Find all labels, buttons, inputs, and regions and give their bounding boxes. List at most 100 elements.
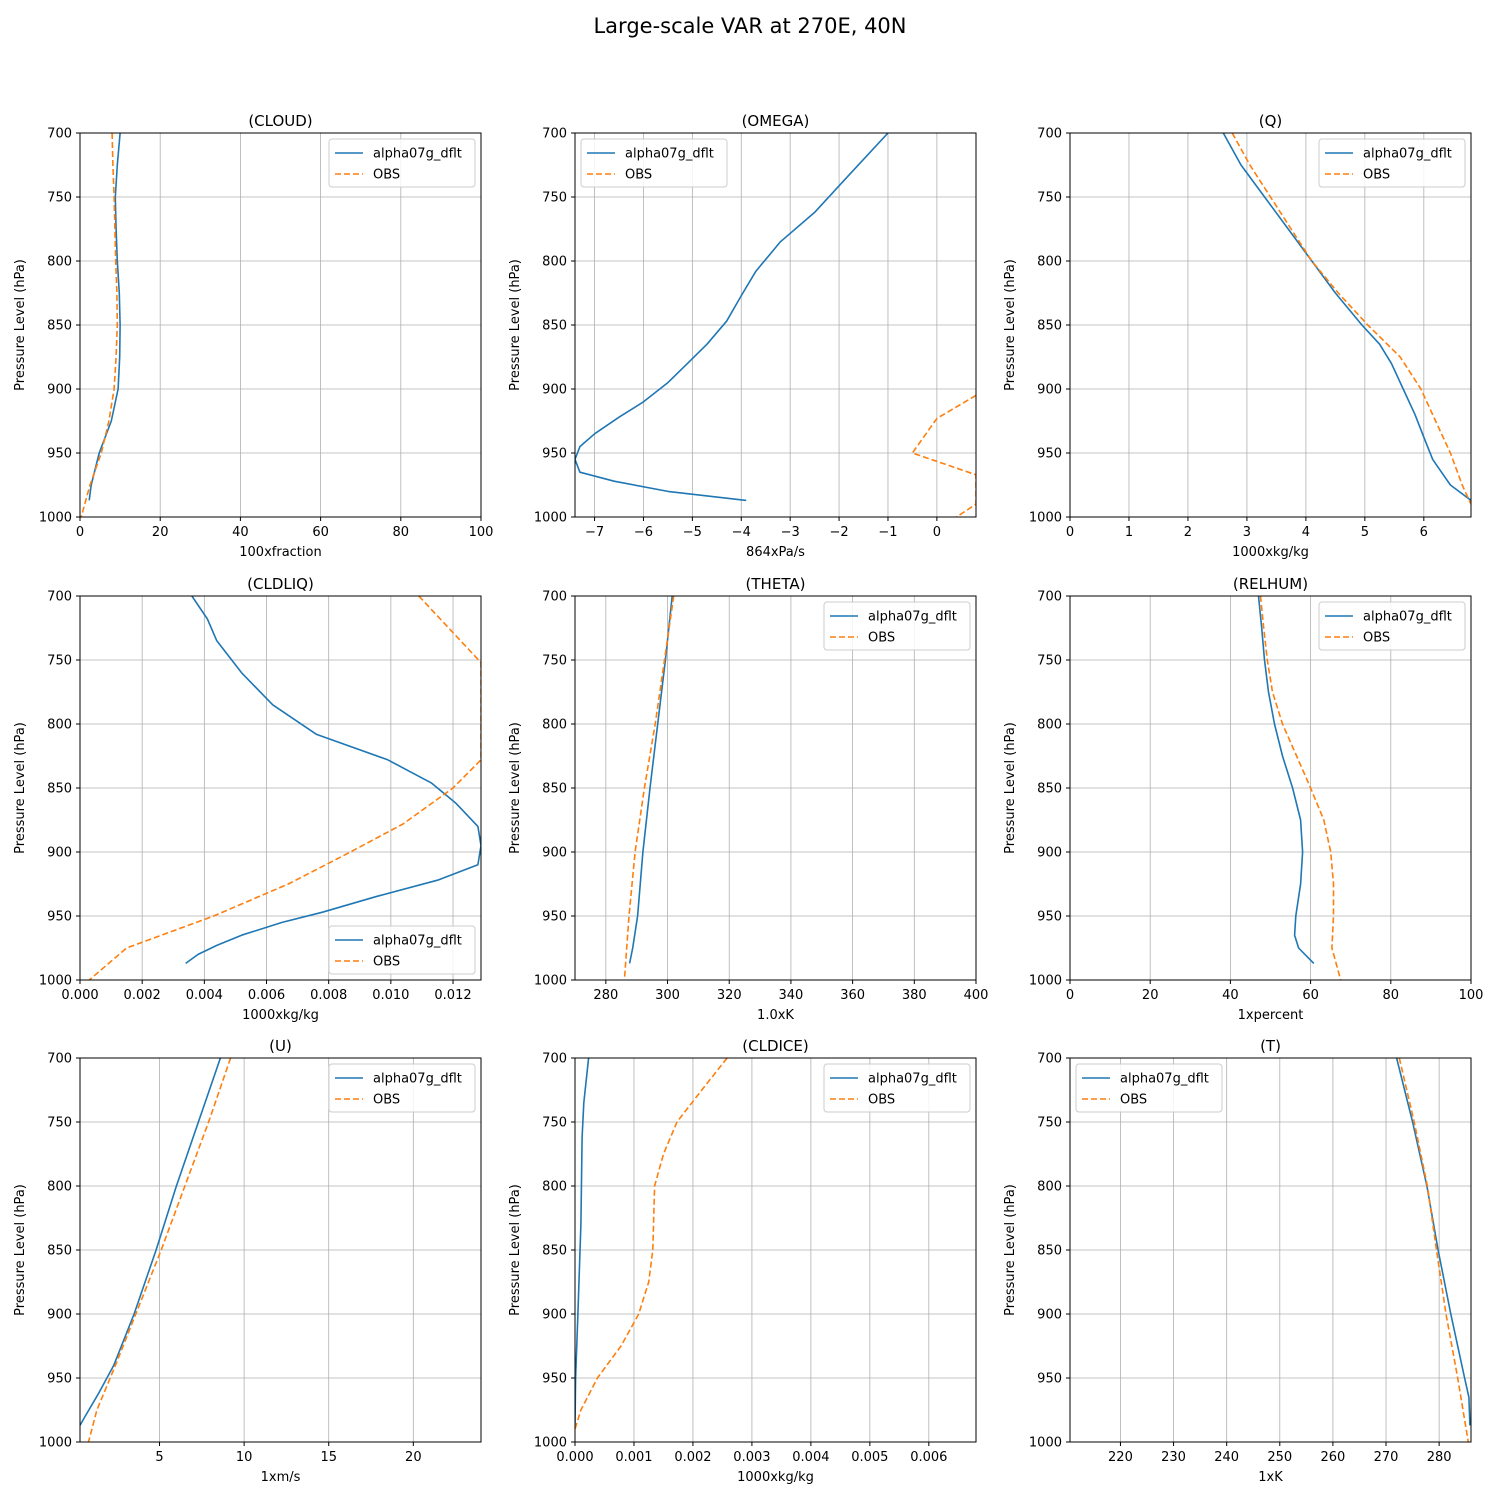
y-tick-label: 900 (1037, 846, 1062, 861)
x-tick-label: 0.006 (248, 988, 285, 1003)
obs-series-line (911, 394, 976, 517)
legend-box (328, 1063, 476, 1113)
y-tick-label: 950 (1037, 1372, 1062, 1387)
x-axis-label: 1000xkg/kg (737, 1470, 814, 1485)
subplot-q: 0 1 2 3 4 5 6 700 750 800 850 900 950 1000 (Q) 1000xkg/… (1003, 112, 1472, 560)
subplot-t: 220 230 240 250 260 270 280 700 750 800 850 900 950 1… (1003, 1037, 1472, 1485)
legend-entry: alpha07g_dflt (868, 1072, 957, 1087)
subplot-title: (T) (1260, 1037, 1281, 1055)
x-axis-label: 1xK (1258, 1470, 1283, 1485)
y-tick-label: 700 (47, 1052, 72, 1067)
x-tick-label: −6 (634, 525, 653, 540)
y-tick-label: 700 (1037, 1052, 1062, 1067)
legend-box (823, 1063, 971, 1113)
legend-entry: alpha07g_dflt (373, 934, 462, 949)
model-series-line (1257, 596, 1315, 964)
subplot-cloud: 0 20 40 60 80 100 700 750 800 850 900 950 1000 (CLOUD… (13, 112, 493, 560)
x-tick-label: 0.000 (61, 988, 98, 1003)
x-tick-label: 10 (236, 1450, 253, 1465)
y-axis-label: Pressure Level (hPa) (508, 259, 523, 391)
subplot-relhum: 0 20 40 60 80 100 700 750 800 850 900 950 1000 (RELHU… (1003, 575, 1483, 1023)
model-series-line (185, 596, 481, 965)
y-tick-label: 1000 (39, 974, 72, 989)
x-tick-label: 15 (320, 1450, 337, 1465)
obs-series-line (87, 1058, 232, 1442)
subplot-title: (THETA) (746, 575, 806, 593)
y-tick-label: 700 (542, 1052, 567, 1067)
y-tick-label: 900 (1037, 383, 1062, 398)
y-tick-label: 1000 (1029, 974, 1062, 989)
model-series-line (628, 596, 673, 964)
y-tick-label: 950 (47, 447, 72, 462)
y-tick-label: 800 (542, 718, 567, 733)
subplot-omega: −7 −6 −5 −4 −3 −2 −1 0 700 750 800 850 900 950 1000 (OM… (508, 112, 977, 560)
subplot-title: (RELHUM) (1233, 575, 1308, 593)
x-tick-label: 0.006 (910, 1450, 947, 1465)
x-tick-label: 1 (1125, 525, 1133, 540)
x-tick-label: 0.005 (851, 1450, 888, 1465)
y-tick-label: 850 (47, 1244, 72, 1259)
y-tick-label: 800 (47, 1180, 72, 1195)
x-tick-label: 0.002 (124, 988, 161, 1003)
y-tick-label: 900 (47, 383, 72, 398)
obs-series-line (575, 1058, 728, 1430)
x-axis-label: 100xfraction (239, 545, 321, 560)
x-axis-label: 864xPa/s (746, 545, 805, 560)
legend-box (328, 138, 476, 188)
x-tick-label: −3 (781, 525, 800, 540)
y-tick-label: 800 (47, 255, 72, 270)
y-tick-label: 800 (1037, 718, 1062, 733)
x-tick-label: 0.004 (186, 988, 223, 1003)
x-tick-label: 3 (1243, 525, 1251, 540)
x-tick-label: 280 (1427, 1450, 1452, 1465)
x-tick-label: 280 (593, 988, 618, 1003)
y-axis-label: Pressure Level (hPa) (13, 259, 28, 391)
y-axis-label: Pressure Level (hPa) (13, 1184, 28, 1316)
legend: alpha07g_dflt OBS (328, 925, 476, 975)
y-tick-label: 1000 (1029, 511, 1062, 526)
y-tick-label: 850 (1037, 782, 1062, 797)
legend: alpha07g_dflt OBS (1318, 138, 1466, 188)
legend-box (1318, 138, 1466, 188)
y-tick-label: 900 (542, 1308, 567, 1323)
x-tick-label: −4 (732, 525, 751, 540)
x-tick-label: 0.003 (733, 1450, 770, 1465)
legend-entry: OBS (625, 168, 652, 183)
y-tick-label: 800 (47, 718, 72, 733)
x-tick-label: 100 (469, 525, 494, 540)
legend-box (580, 138, 728, 188)
y-tick-label: 850 (47, 319, 72, 334)
x-tick-label: 20 (1142, 988, 1159, 1003)
y-tick-label: 850 (47, 782, 72, 797)
y-tick-label: 850 (542, 319, 567, 334)
legend-entry: alpha07g_dflt (373, 1072, 462, 1087)
y-tick-label: 850 (542, 1244, 567, 1259)
y-tick-label: 950 (542, 910, 567, 925)
x-tick-label: 60 (312, 525, 329, 540)
x-tick-label: 6 (1420, 525, 1428, 540)
x-tick-label: 380 (902, 988, 927, 1003)
x-tick-label: 0 (76, 525, 84, 540)
legend-entry: OBS (373, 1093, 400, 1108)
x-axis-label: 1000xkg/kg (1232, 545, 1309, 560)
legend-entry: OBS (868, 631, 895, 646)
legend-entry: OBS (1120, 1093, 1147, 1108)
y-tick-label: 1000 (39, 511, 72, 526)
y-tick-label: 900 (542, 846, 567, 861)
obs-series-line (623, 596, 675, 980)
legend-entry: alpha07g_dflt (1120, 1072, 1209, 1087)
x-tick-label: 220 (1108, 1450, 1133, 1465)
x-tick-label: 260 (1320, 1450, 1345, 1465)
y-axis-label: Pressure Level (hPa) (1003, 259, 1018, 391)
x-axis-label: 1xm/s (261, 1470, 301, 1485)
y-tick-label: 950 (47, 910, 72, 925)
legend: alpha07g_dflt OBS (1075, 1063, 1223, 1113)
model-series-line (88, 133, 121, 501)
y-tick-label: 850 (1037, 1244, 1062, 1259)
y-tick-label: 750 (542, 1116, 567, 1131)
y-axis-label: Pressure Level (hPa) (508, 1184, 523, 1316)
legend-box (1075, 1063, 1223, 1113)
obs-series-line (1259, 596, 1342, 980)
x-tick-label: 5 (1361, 525, 1369, 540)
